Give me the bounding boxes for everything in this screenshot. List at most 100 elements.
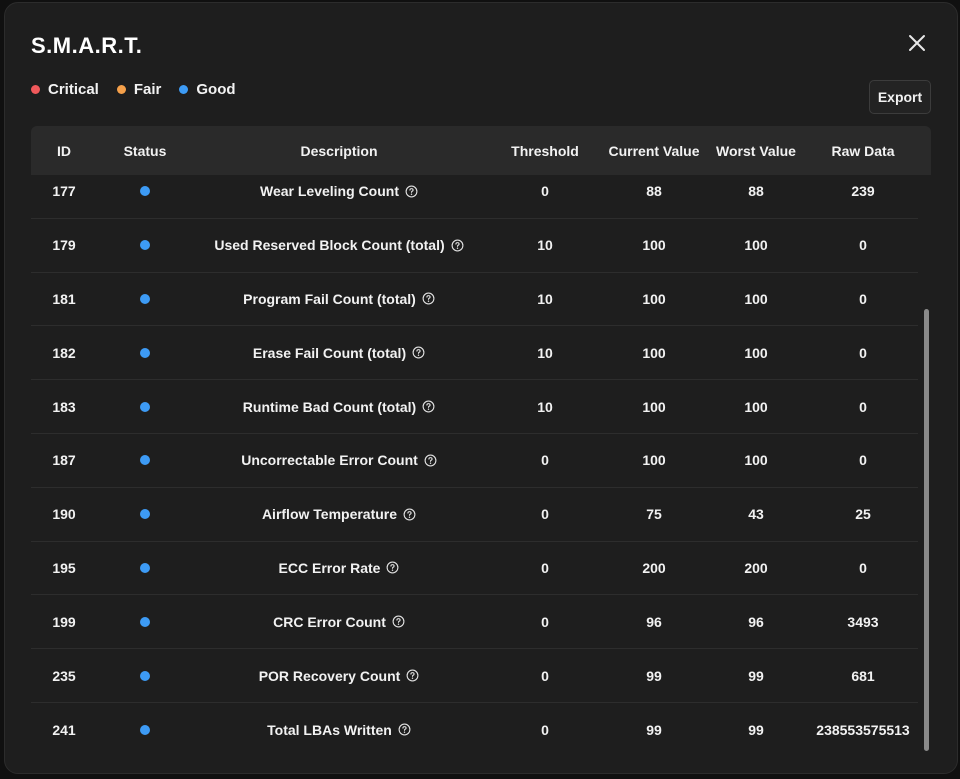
row-worst-value: 100 — [744, 398, 768, 415]
help-icon[interactable] — [406, 669, 419, 682]
description-text: Erase Fail Count (total) — [252, 344, 407, 361]
header-id[interactable]: ID — [57, 142, 71, 159]
row-status — [97, 509, 193, 520]
description-text: CRC Error Count — [273, 613, 386, 630]
header-status[interactable]: Status — [123, 142, 167, 159]
header-current-value[interactable]: Current Value — [608, 142, 700, 159]
description-text: Used Reserved Block Count (total) — [214, 237, 445, 254]
help-icon[interactable] — [422, 292, 435, 305]
description-text: Total LBAs Written — [267, 721, 392, 738]
header-raw-data[interactable]: Raw Data — [831, 142, 895, 159]
legend-item-fair: Fair — [116, 81, 162, 98]
status-good-icon — [140, 240, 150, 251]
status-legend: Critical Fair Good — [31, 81, 236, 98]
header-description[interactable]: Description — [300, 142, 378, 159]
help-icon[interactable] — [412, 346, 425, 359]
status-good-icon — [140, 562, 150, 573]
status-good-icon — [140, 616, 150, 627]
good-dot-icon — [179, 85, 189, 94]
description-text: ECC Error Rate — [278, 559, 381, 576]
help-icon[interactable] — [403, 508, 416, 521]
legend-label: Fair — [133, 81, 162, 98]
help-icon[interactable] — [405, 185, 418, 198]
row-description: Airflow Temperature — [193, 506, 485, 522]
table-row[interactable]: 181 Program Fail Count (total) 10 100 100 0 — [31, 273, 918, 327]
vertical-scrollbar[interactable] — [924, 309, 929, 751]
row-raw-data: 0 — [859, 398, 867, 415]
description-text: Uncorrectable Error Count — [241, 452, 418, 469]
row-worst-value: 100 — [744, 290, 768, 307]
dialog-title: S.M.A.R.T. — [31, 33, 143, 58]
row-threshold: 0 — [541, 667, 549, 684]
row-raw-data: 0 — [859, 452, 867, 469]
row-raw-data: 0 — [859, 290, 867, 307]
table-row[interactable]: 183 Runtime Bad Count (total) 10 100 100 0 — [31, 380, 918, 434]
row-worst-value: 99 — [748, 667, 764, 684]
help-icon[interactable] — [398, 723, 411, 736]
row-status — [97, 240, 193, 251]
row-worst-value: 100 — [744, 344, 768, 361]
smart-dialog: S.M.A.R.T. Critical Fair Good Export ID … — [4, 2, 958, 774]
row-raw-data: 238553575513 — [816, 721, 910, 738]
close-button[interactable] — [905, 31, 929, 55]
table-row[interactable]: 179 Used Reserved Block Count (total) 10 10… — [31, 219, 918, 273]
row-id: 235 — [52, 667, 76, 684]
help-icon[interactable] — [424, 454, 437, 467]
row-description: ECC Error Rate — [193, 560, 485, 576]
row-id: 179 — [52, 237, 76, 254]
help-icon[interactable] — [392, 615, 405, 628]
row-threshold: 0 — [541, 506, 549, 523]
row-status — [97, 670, 193, 681]
header-threshold[interactable]: Threshold — [511, 142, 579, 159]
description-text: Program Fail Count (total) — [243, 290, 416, 307]
row-raw-data: 25 — [855, 506, 871, 523]
row-current-value: 75 — [646, 506, 662, 523]
row-current-value: 100 — [642, 290, 666, 307]
table-row[interactable]: 235 POR Recovery Count 0 99 99 681 — [31, 649, 918, 703]
status-good-icon — [140, 724, 150, 735]
row-description: POR Recovery Count — [193, 668, 485, 684]
row-raw-data: 239 — [851, 183, 875, 200]
row-description: Runtime Bad Count (total) — [193, 399, 485, 415]
close-icon — [909, 35, 925, 51]
help-icon[interactable] — [386, 561, 399, 574]
help-icon[interactable] — [451, 239, 464, 252]
status-good-icon — [140, 670, 150, 681]
description-text: Runtime Bad Count (total) — [242, 398, 417, 415]
row-worst-value: 100 — [744, 237, 768, 254]
table-row[interactable]: 187 Uncorrectable Error Count 0 100 100 0 — [31, 434, 918, 488]
row-id: 187 — [52, 452, 76, 469]
row-threshold: 0 — [541, 613, 549, 630]
row-threshold: 10 — [537, 398, 553, 415]
row-description: Program Fail Count (total) — [193, 291, 485, 307]
help-icon[interactable] — [422, 400, 435, 413]
row-status — [97, 293, 193, 304]
status-good-icon — [140, 347, 150, 358]
row-description: Total LBAs Written — [193, 722, 485, 738]
row-raw-data: 0 — [859, 559, 867, 576]
row-description: Erase Fail Count (total) — [193, 345, 485, 361]
table-body[interactable]: 177 Wear Leveling Count 0 88 88 239 179 Used Re… — [31, 165, 918, 759]
row-status — [97, 347, 193, 358]
status-good-icon — [140, 509, 150, 520]
table-row[interactable]: 199 CRC Error Count 0 96 96 3493 — [31, 595, 918, 650]
row-threshold: 0 — [541, 183, 549, 200]
table-row[interactable]: 190 Airflow Temperature 0 75 43 25 — [31, 488, 918, 542]
row-status — [97, 724, 193, 735]
export-button[interactable]: Export — [869, 80, 931, 114]
table-header: ID Status Description Threshold Current … — [31, 126, 931, 175]
table-row[interactable]: 182 Erase Fail Count (total) 10 100 100 0 — [31, 326, 918, 381]
row-description: Used Reserved Block Count (total) — [193, 237, 485, 253]
legend-item-critical: Critical — [31, 81, 99, 98]
row-worst-value: 96 — [748, 613, 764, 630]
table-row[interactable]: 241 Total LBAs Written 0 99 99 238553575513 — [31, 703, 918, 757]
row-threshold: 10 — [537, 237, 553, 254]
header-worst-value[interactable]: Worst Value — [716, 142, 796, 159]
table-row[interactable]: 195 ECC Error Rate 0 200 200 0 — [31, 542, 918, 596]
legend-item-good: Good — [179, 81, 236, 98]
row-id: 190 — [52, 506, 76, 523]
row-status — [97, 401, 193, 412]
row-current-value: 99 — [646, 667, 662, 684]
row-current-value: 100 — [642, 398, 666, 415]
table-row[interactable]: 177 Wear Leveling Count 0 88 88 239 — [31, 165, 918, 219]
